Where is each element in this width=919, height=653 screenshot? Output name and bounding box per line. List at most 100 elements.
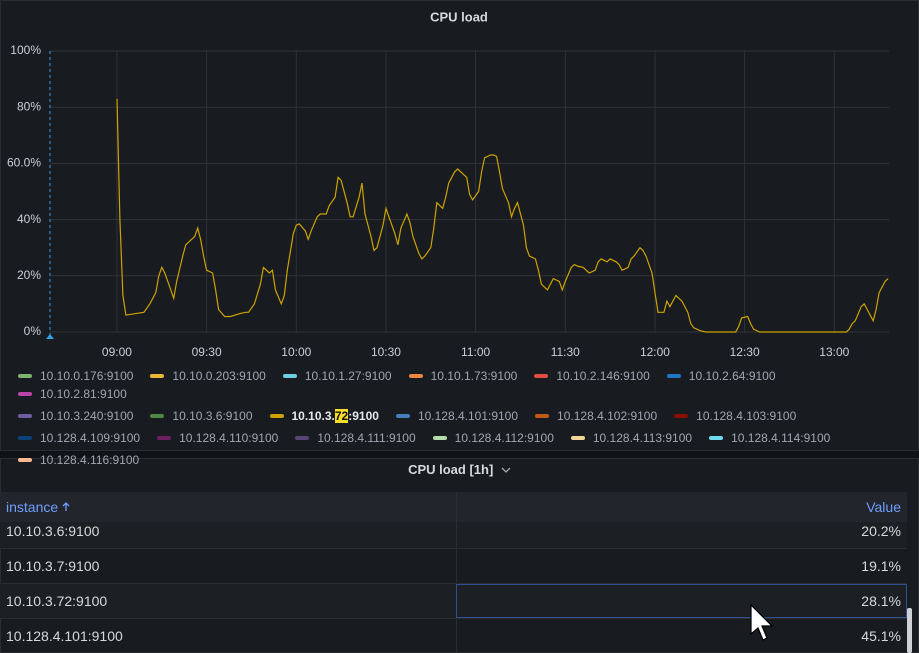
instance-cell: 10.10.3.6:9100 [6, 523, 100, 539]
instance-cell: 10.10.3.7:9100 [6, 558, 100, 574]
legend-item[interactable]: 10.128.4.111:9100 [295, 431, 416, 445]
legend-label[interactable]: 10.128.4.111:9100 [317, 431, 416, 445]
column-separator [456, 492, 457, 522]
legend-item[interactable]: 10.128.4.116:9100 [18, 453, 139, 467]
legend-swatch [150, 374, 165, 378]
legend-label[interactable]: 10.10.0.176:9100 [40, 369, 134, 383]
legend-swatch [709, 436, 724, 440]
chart-title: CPU load [430, 9, 488, 24]
column-separator [456, 584, 907, 618]
legend-swatch [269, 414, 284, 418]
legend-swatch [674, 414, 689, 418]
mouse-cursor [750, 604, 774, 641]
table-row: 10.10.3.6:9100 20.2% [0, 522, 907, 549]
legend-swatch [535, 414, 550, 418]
annotation-marker [46, 334, 54, 339]
legend-label[interactable]: 10.10.2.146:9100 [556, 369, 650, 383]
x-tick-label: 10:30 [371, 345, 401, 359]
header-instance-wrap[interactable]: instance [6, 499, 70, 515]
legend-item[interactable]: 10.128.4.112:9100 [432, 431, 554, 445]
legend-label[interactable]: 10.128.4.103:9100 [696, 409, 797, 423]
legend-item[interactable]: 10.10.0.203:9100 [150, 369, 266, 383]
instance-cell: 10.10.3.72:9100 [6, 593, 108, 609]
legend-item[interactable]: 10.128.4.109:9100 [18, 431, 140, 445]
table-row: 10.128.4.101:9100 45.1% [0, 619, 907, 653]
series-line [116, 98, 889, 333]
legend-swatch [18, 436, 32, 440]
scrollbar[interactable] [907, 608, 912, 653]
legend-item[interactable]: 10.10.3.72:9100 [269, 409, 379, 423]
value-cell: 28.1% [861, 593, 901, 609]
y-tick-label: 100% [10, 43, 41, 57]
legend-label[interactable]: 10.10.1.73:9100 [430, 369, 518, 383]
legend-item[interactable]: 10.10.3.6:9100 [150, 409, 253, 423]
legend-item[interactable]: 10.10.0.176:9100 [18, 369, 133, 383]
legend-swatch [282, 374, 297, 378]
legend-swatch [18, 392, 32, 396]
table-header: instance Value [0, 492, 907, 522]
header-instance[interactable]: instance [6, 499, 59, 515]
legend-label[interactable]: 10.128.4.101:9100 [417, 409, 519, 423]
legend-swatch [534, 374, 549, 378]
y-tick-label: 60.0% [7, 156, 41, 170]
legend-item[interactable]: 10.10.2.64:9100 [666, 369, 776, 383]
legend-swatch [432, 436, 447, 440]
legend-label[interactable]: 10.10.1.27:9100 [304, 369, 392, 383]
x-tick-label: 11:30 [551, 345, 580, 359]
x-tick-label: 12:00 [640, 345, 670, 359]
x-tick-label: 12:30 [730, 345, 760, 359]
value-cell: 19.1% [861, 558, 901, 574]
x-tick-label: 09:00 [102, 345, 132, 359]
legend-item[interactable]: 10.10.2.146:9100 [534, 369, 650, 383]
legend-item[interactable]: 10.10.1.73:9100 [408, 369, 518, 383]
table-row: 10.10.3.7:9100 19.1% [0, 549, 907, 584]
legend-swatch [570, 436, 585, 440]
legend-swatch [18, 414, 32, 418]
x-tick-label: 13:00 [819, 345, 849, 359]
legend-label[interactable]: 10.128.4.102:9100 [557, 409, 658, 423]
legend-item[interactable]: 10.128.4.103:9100 [674, 409, 796, 423]
y-tick-label: 40% [17, 212, 41, 226]
chart: CPU load 0% 20% 40% 60.0% 80% 100% 09:00 09:30 1… [7, 9, 889, 359]
legend-swatch [295, 436, 310, 440]
legend-label[interactable]: 10.10.2.81:9100 [40, 387, 127, 401]
x-tick-label: 09:30 [192, 345, 222, 359]
legend-item[interactable]: 10.128.4.101:9100 [395, 409, 519, 423]
legend-item[interactable]: 10.128.4.113:9100 [570, 431, 693, 445]
legend-label[interactable]: 10.10.3.72:9100 [291, 409, 379, 423]
y-tick-label: 80% [17, 99, 41, 113]
legend-label[interactable]: 10.128.4.116:9100 [40, 453, 140, 467]
legend-swatch [18, 374, 32, 378]
table-title-wrap[interactable]: CPU load [1h] [0, 462, 919, 477]
legend-label[interactable]: 10.128.4.114:9100 [731, 431, 831, 445]
x-tick-label: 10:00 [281, 345, 311, 359]
legend-swatch [150, 414, 165, 418]
legend-swatch [18, 458, 32, 462]
legend-label[interactable]: 10.128.4.110:9100 [179, 431, 279, 445]
legend-label[interactable]: 10.128.4.109:9100 [40, 431, 141, 445]
header-value[interactable]: Value [866, 499, 901, 515]
chevron[interactable] [501, 466, 511, 474]
table-title[interactable]: CPU load [1h] [408, 462, 494, 477]
legend-item[interactable]: 10.10.2.81:9100 [18, 387, 127, 401]
column-separator [456, 522, 457, 548]
legend-label[interactable]: 10.128.4.112:9100 [454, 431, 554, 445]
legend-item[interactable]: 10.10.3.240:9100 [18, 409, 133, 423]
legend-label[interactable]: 10.10.3.240:9100 [40, 409, 134, 423]
x-tick-label: 11:00 [461, 345, 490, 359]
legend-item[interactable]: 10.128.4.114:9100 [709, 431, 830, 445]
legend-swatch [395, 414, 410, 418]
legend-label[interactable]: 10.128.4.113:9100 [592, 431, 693, 445]
legend-item[interactable]: 10.128.4.102:9100 [535, 409, 657, 423]
legend-swatch [408, 374, 423, 378]
column-separator [456, 619, 457, 653]
legend-swatch [666, 374, 681, 378]
legend-item[interactable]: 10.10.1.27:9100 [282, 369, 392, 383]
y-tick-label: 0% [24, 324, 42, 338]
legend-item[interactable]: 10.128.4.110:9100 [157, 431, 278, 445]
legend: 10.10.0.176:9100 10.10.0.203:9100 10.10.1.… [18, 369, 908, 467]
legend-label[interactable]: 10.10.3.6:9100 [172, 409, 253, 423]
legend-label[interactable]: 10.10.0.203:9100 [172, 369, 266, 383]
legend-label[interactable]: 10.10.2.64:9100 [688, 369, 776, 383]
